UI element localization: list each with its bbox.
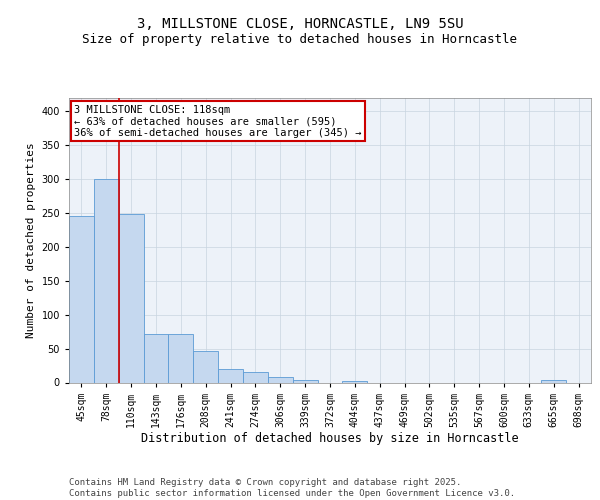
Bar	[143, 334, 169, 382]
Bar	[268, 377, 293, 382]
Bar	[243, 372, 268, 382]
Bar	[293, 380, 317, 382]
Bar	[541, 380, 566, 382]
Bar	[343, 381, 367, 382]
Text: Contains HM Land Registry data © Crown copyright and database right 2025.
Contai: Contains HM Land Registry data © Crown c…	[69, 478, 515, 498]
Bar	[119, 214, 143, 382]
Bar	[94, 179, 119, 382]
X-axis label: Distribution of detached houses by size in Horncastle: Distribution of detached houses by size …	[141, 432, 519, 446]
Bar	[169, 334, 193, 382]
Text: 3 MILLSTONE CLOSE: 118sqm
← 63% of detached houses are smaller (595)
36% of semi: 3 MILLSTONE CLOSE: 118sqm ← 63% of detac…	[74, 104, 362, 138]
Text: 3, MILLSTONE CLOSE, HORNCASTLE, LN9 5SU: 3, MILLSTONE CLOSE, HORNCASTLE, LN9 5SU	[137, 18, 463, 32]
Y-axis label: Number of detached properties: Number of detached properties	[26, 142, 36, 338]
Bar	[193, 350, 218, 382]
Text: Size of property relative to detached houses in Horncastle: Size of property relative to detached ho…	[83, 32, 517, 46]
Bar	[69, 216, 94, 382]
Bar	[218, 369, 243, 382]
